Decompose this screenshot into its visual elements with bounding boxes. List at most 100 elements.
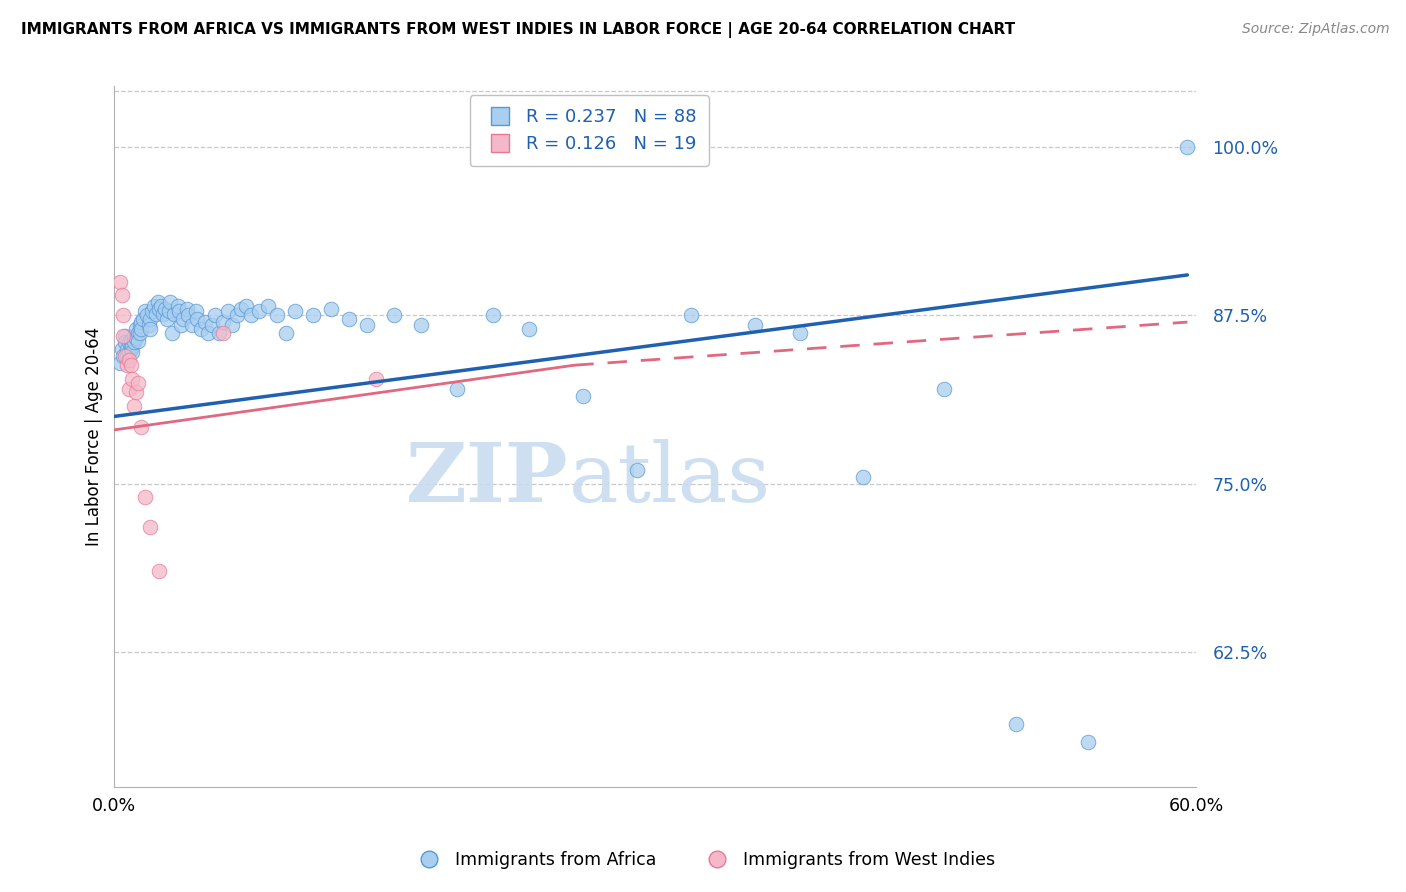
Point (139, 322, 162, 336)
Point (226, 309, 249, 323)
Point (169, 304, 191, 318)
Y-axis label: In Labor Force | Age 20-64: In Labor Force | Age 20-64 (86, 327, 103, 546)
Legend: Immigrants from Africa, Immigrants from West Indies: Immigrants from Africa, Immigrants from … (404, 845, 1002, 876)
Point (170, 318, 193, 332)
Point (211, 315, 233, 329)
Point (139, 312, 162, 326)
Point (190, 322, 212, 336)
Point (138, 318, 160, 332)
Point (176, 301, 198, 316)
Point (139, 520, 162, 534)
Point (204, 309, 226, 323)
Point (125, 331, 148, 345)
Point (131, 420, 153, 434)
Point (197, 326, 219, 340)
Point (194, 315, 217, 329)
Point (121, 339, 143, 353)
Point (221, 318, 243, 332)
Point (122, 335, 145, 350)
Point (122, 328, 145, 343)
Point (744, 318, 766, 332)
Point (125, 385, 148, 400)
Point (319, 301, 342, 316)
Point (382, 309, 405, 323)
Point (482, 309, 505, 323)
Point (145, 307, 167, 321)
Point (181, 318, 204, 332)
Point (240, 309, 263, 323)
Point (152, 307, 174, 321)
Point (148, 301, 170, 316)
Point (134, 490, 156, 504)
Point (184, 304, 207, 318)
Point (256, 299, 278, 313)
Point (409, 318, 432, 332)
Point (121, 344, 143, 359)
Point (141, 304, 163, 318)
Point (112, 328, 135, 343)
Point (120, 335, 142, 350)
Point (201, 318, 224, 332)
Point (111, 342, 134, 356)
Point (146, 294, 169, 309)
Point (122, 399, 145, 413)
Point (301, 309, 323, 323)
Point (132, 312, 155, 326)
Point (112, 349, 135, 363)
Text: ZIP: ZIP (406, 439, 569, 518)
Point (1077, 735, 1099, 749)
Point (1005, 716, 1028, 731)
Point (235, 299, 257, 313)
Point (115, 342, 138, 356)
Point (572, 389, 595, 403)
Point (143, 299, 166, 313)
Point (148, 564, 170, 578)
Point (131, 315, 153, 329)
Text: atlas: atlas (569, 439, 770, 518)
Text: IMMIGRANTS FROM AFRICA VS IMMIGRANTS FROM WEST INDIES IN LABOR FORCE | AGE 20-64: IMMIGRANTS FROM AFRICA VS IMMIGRANTS FRO… (21, 22, 1015, 38)
Point (247, 304, 270, 318)
Point (186, 312, 208, 326)
Point (118, 344, 141, 359)
Point (789, 326, 811, 340)
Point (681, 309, 703, 323)
Point (118, 352, 141, 367)
Point (932, 383, 955, 397)
Point (108, 355, 131, 369)
Point (118, 335, 141, 350)
Point (356, 318, 378, 332)
Point (229, 301, 252, 316)
Point (517, 322, 540, 336)
Point (217, 304, 239, 318)
Point (128, 326, 150, 340)
Point (108, 275, 131, 289)
Point (127, 326, 149, 340)
Point (127, 334, 149, 348)
Point (177, 309, 200, 323)
Point (121, 372, 143, 386)
Point (111, 288, 134, 302)
Legend: R = 0.237   N = 88, R = 0.126   N = 19: R = 0.237 N = 88, R = 0.126 N = 19 (470, 95, 709, 166)
Point (337, 312, 360, 326)
Point (852, 470, 875, 484)
Text: Source: ZipAtlas.com: Source: ZipAtlas.com (1241, 22, 1389, 37)
Point (131, 322, 153, 336)
Point (134, 304, 156, 318)
Point (118, 383, 141, 397)
Point (153, 301, 176, 316)
Point (128, 318, 150, 332)
Point (135, 309, 157, 323)
Point (127, 376, 149, 390)
Point (284, 304, 307, 318)
Point (160, 326, 183, 340)
Point (163, 307, 186, 321)
Point (114, 349, 136, 363)
Point (274, 326, 297, 340)
Point (114, 335, 136, 350)
Point (266, 309, 288, 323)
Point (115, 358, 138, 372)
Point (150, 299, 173, 313)
Point (1177, 140, 1199, 154)
Point (115, 349, 138, 363)
Point (125, 322, 148, 336)
